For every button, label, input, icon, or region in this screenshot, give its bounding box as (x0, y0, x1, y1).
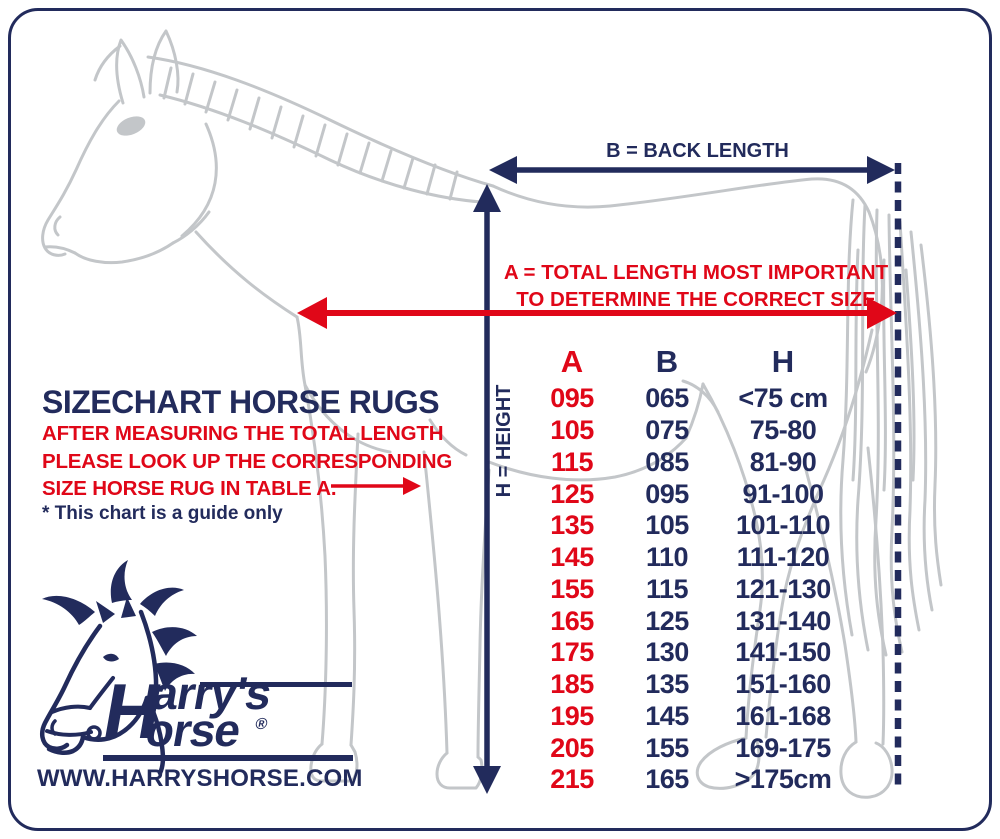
table-row: 135 105 101-110 (518, 510, 858, 542)
cell-h: 111-120 (736, 542, 830, 573)
cell-b: 155 (645, 732, 689, 763)
logo-top-rule (200, 682, 352, 687)
cell-h: 101-110 (735, 510, 831, 541)
cell-a: 155 (550, 573, 594, 604)
cell-b: 110 (645, 542, 689, 573)
size-table: A B H 095 065 <75 cm 105 075 75-80 115 0… (518, 341, 858, 796)
cell-h: 75-80 (749, 415, 817, 446)
cell-a: 165 (550, 605, 594, 636)
cell-a: 195 (550, 700, 594, 731)
cell-a: 125 (550, 478, 594, 509)
horse-illustration (41, 29, 943, 799)
cell-h: >175cm (734, 764, 832, 795)
cell-a: 105 (550, 415, 594, 446)
logo-horse-head-icon (39, 560, 197, 776)
total-length-arrow (297, 297, 897, 329)
cell-h: 131-140 (735, 605, 831, 636)
cell-a: 175 (550, 637, 594, 668)
cell-h: 151-160 (735, 669, 831, 700)
total-length-label-line1: A = TOTAL LENGTH MOST IMPORTANT (503, 261, 889, 284)
cell-h: 161-168 (735, 700, 831, 731)
total-length-label-line2: TO DETERMINE THE CORRECT SIZE (516, 288, 876, 311)
table-row: 205 155 169-175 (518, 732, 858, 764)
cell-h: <75 cm (738, 383, 828, 414)
cell-h: 121-130 (735, 573, 831, 604)
cell-a: 185 (550, 669, 594, 700)
table-row: 115 085 81-90 (518, 447, 858, 479)
total-length-label: A = TOTAL LENGTH MOST IMPORTANT TO DETER… (500, 259, 892, 313)
cell-a: 145 (550, 542, 594, 573)
cell-a: 215 (550, 764, 594, 795)
back-length-arrow (489, 156, 895, 184)
cell-h: 141-150 (735, 637, 831, 668)
cell-b: 075 (645, 415, 689, 446)
instruction-line2: PLEASE LOOK UP THE CORRESPONDING (42, 449, 453, 473)
cell-h: 169-175 (735, 732, 831, 763)
website-url: WWW.HARRYSHORSE.COM (37, 765, 363, 792)
cell-a: 135 (550, 510, 594, 541)
table-pointer-arrow (331, 477, 421, 495)
table-row: 155 115 121-130 (518, 574, 858, 606)
cell-b: 125 (645, 605, 689, 636)
cell-h: 81-90 (749, 446, 817, 477)
instruction-line3: SIZE HORSE RUG IN TABLE A. (42, 477, 337, 500)
cell-h: 91-100 (742, 478, 824, 509)
logo-bottom-rule (103, 755, 353, 761)
cell-b: 115 (645, 573, 689, 604)
header-col-h: H (771, 344, 795, 379)
table-row: 175 130 141-150 (518, 637, 858, 669)
table-row: 165 125 131-140 (518, 605, 858, 637)
cell-b: 085 (645, 446, 689, 477)
table-row: 095 065 <75 cm (518, 383, 858, 415)
header-col-a: A (560, 344, 584, 379)
cell-b: 165 (645, 764, 689, 795)
logo-word-bottom: orse (141, 704, 245, 756)
cell-a: 115 (550, 446, 594, 477)
back-length-label: B = BACK LENGTH (606, 140, 789, 162)
guide-note: * This chart is a guide only (42, 503, 283, 524)
table-row: 125 095 91-100 (518, 478, 858, 510)
cell-b: 065 (645, 383, 689, 414)
table-row: 195 145 161-168 (518, 701, 858, 733)
header-col-b: B (655, 344, 679, 379)
cell-b: 135 (645, 669, 689, 700)
height-label: H = HEIGHT (493, 384, 515, 498)
table-row: 185 135 151-160 (518, 669, 858, 701)
cell-b: 130 (645, 637, 689, 668)
table-row: 215 165 >175cm (518, 764, 858, 796)
instruction-text: AFTER MEASURING THE TOTAL LENGTH PLEASE … (42, 420, 452, 503)
height-arrow (473, 184, 501, 794)
table-row: 105 075 75-80 (518, 415, 858, 447)
page-title: SIZECHART HORSE RUGS (42, 384, 440, 420)
cell-b: 095 (645, 478, 689, 509)
measurement-arrows (297, 156, 902, 794)
cell-a: 095 (550, 383, 594, 414)
cell-b: 105 (645, 510, 689, 541)
cell-b: 145 (645, 700, 689, 731)
instruction-line1: AFTER MEASURING THE TOTAL LENGTH (42, 422, 444, 445)
cell-a: 205 (550, 732, 594, 763)
table-row: 145 110 111-120 (518, 542, 858, 574)
size-table-header: A B H (518, 341, 858, 383)
